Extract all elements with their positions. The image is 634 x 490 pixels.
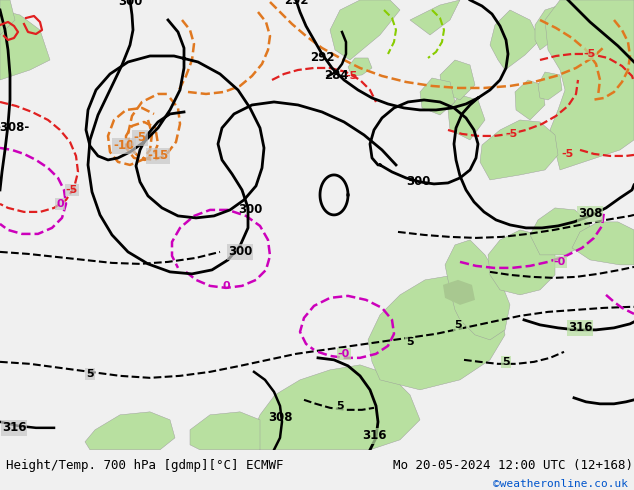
Polygon shape <box>348 58 372 76</box>
Polygon shape <box>445 240 510 340</box>
Text: 308: 308 <box>268 411 292 424</box>
Text: 316: 316 <box>362 429 386 442</box>
Text: 5: 5 <box>454 320 462 330</box>
Text: 0: 0 <box>222 281 230 291</box>
Polygon shape <box>448 95 485 140</box>
Polygon shape <box>443 280 475 305</box>
Text: 300: 300 <box>228 245 252 258</box>
Polygon shape <box>488 230 555 295</box>
Polygon shape <box>420 78 455 115</box>
Polygon shape <box>490 10 540 70</box>
Polygon shape <box>570 72 610 120</box>
Polygon shape <box>535 5 570 50</box>
Text: 0: 0 <box>56 199 64 209</box>
Text: -308-: -308- <box>0 122 29 134</box>
Text: 316: 316 <box>568 321 592 334</box>
Polygon shape <box>368 275 505 390</box>
Text: 300: 300 <box>406 175 430 189</box>
Text: Height/Temp. 700 hPa [gdmp][°C] ECMWF: Height/Temp. 700 hPa [gdmp][°C] ECMWF <box>6 459 284 471</box>
Text: ©weatheronline.co.uk: ©weatheronline.co.uk <box>493 479 628 489</box>
Text: -5: -5 <box>584 49 596 59</box>
Text: 308: 308 <box>578 207 602 220</box>
Text: -0: -0 <box>554 257 566 267</box>
Text: 300: 300 <box>118 0 142 8</box>
Polygon shape <box>538 72 562 100</box>
Text: -5: -5 <box>66 185 78 195</box>
Text: 5: 5 <box>336 401 344 411</box>
Polygon shape <box>600 65 630 95</box>
Text: 5: 5 <box>502 357 510 367</box>
Text: 292: 292 <box>310 51 334 65</box>
Polygon shape <box>0 10 50 80</box>
Polygon shape <box>0 0 15 35</box>
Text: -15: -15 <box>147 149 169 163</box>
Text: -0: -0 <box>338 349 350 359</box>
Polygon shape <box>85 412 175 450</box>
Text: 5: 5 <box>406 337 414 347</box>
Text: -5: -5 <box>562 149 574 159</box>
Polygon shape <box>530 208 590 255</box>
Polygon shape <box>410 0 460 35</box>
Polygon shape <box>545 0 634 170</box>
Polygon shape <box>480 120 558 180</box>
Polygon shape <box>190 412 260 450</box>
Text: 5: 5 <box>86 369 94 379</box>
Text: 284: 284 <box>324 70 348 82</box>
Polygon shape <box>252 365 420 450</box>
Text: 316: 316 <box>2 421 26 434</box>
Text: 292: 292 <box>284 0 308 6</box>
Polygon shape <box>572 222 634 265</box>
Text: -5: -5 <box>346 71 358 81</box>
Text: -10: -10 <box>113 140 134 152</box>
Text: -5: -5 <box>133 131 146 145</box>
Polygon shape <box>515 80 545 120</box>
Text: 300: 300 <box>238 203 262 217</box>
Text: -5: -5 <box>506 129 518 139</box>
Text: Mo 20-05-2024 12:00 UTC (12+168): Mo 20-05-2024 12:00 UTC (12+168) <box>393 459 633 471</box>
Polygon shape <box>440 60 475 100</box>
Polygon shape <box>330 0 400 60</box>
